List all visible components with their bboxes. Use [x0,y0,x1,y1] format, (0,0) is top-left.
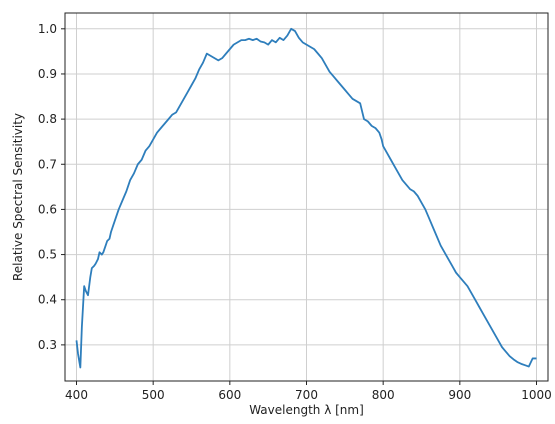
x-tick-label: 600 [218,388,241,402]
series-layer [75,27,537,369]
y-tick-label: 0.3 [38,338,57,352]
y-tick-label: 0.4 [38,293,57,307]
y-tick-label: 0.9 [38,67,57,81]
x-tick-label: 700 [295,388,318,402]
axis-ticks: 400 500 600 700 800 900 1000 0.3 0.4 0.5 0.6 0.7 0.8… [38,22,552,402]
y-tick-label: 0.5 [38,248,57,262]
x-axis-label: Wavelength λ [nm] [249,403,364,417]
x-tick-label: 1000 [521,388,552,402]
x-tick-label: 900 [448,388,471,402]
y-axis-label: Relative Spectral Sensitivity [11,113,25,281]
y-tick-label: 0.6 [38,202,57,216]
grid-lines [65,13,548,381]
y-tick-label: 1.0 [38,22,57,36]
x-tick-label: 500 [142,388,165,402]
x-tick-label: 400 [65,388,88,402]
y-tick-label: 0.7 [38,157,57,171]
y-tick-label: 0.8 [38,112,57,126]
x-tick-label: 800 [372,388,395,402]
sensitivity-curve [75,27,537,369]
